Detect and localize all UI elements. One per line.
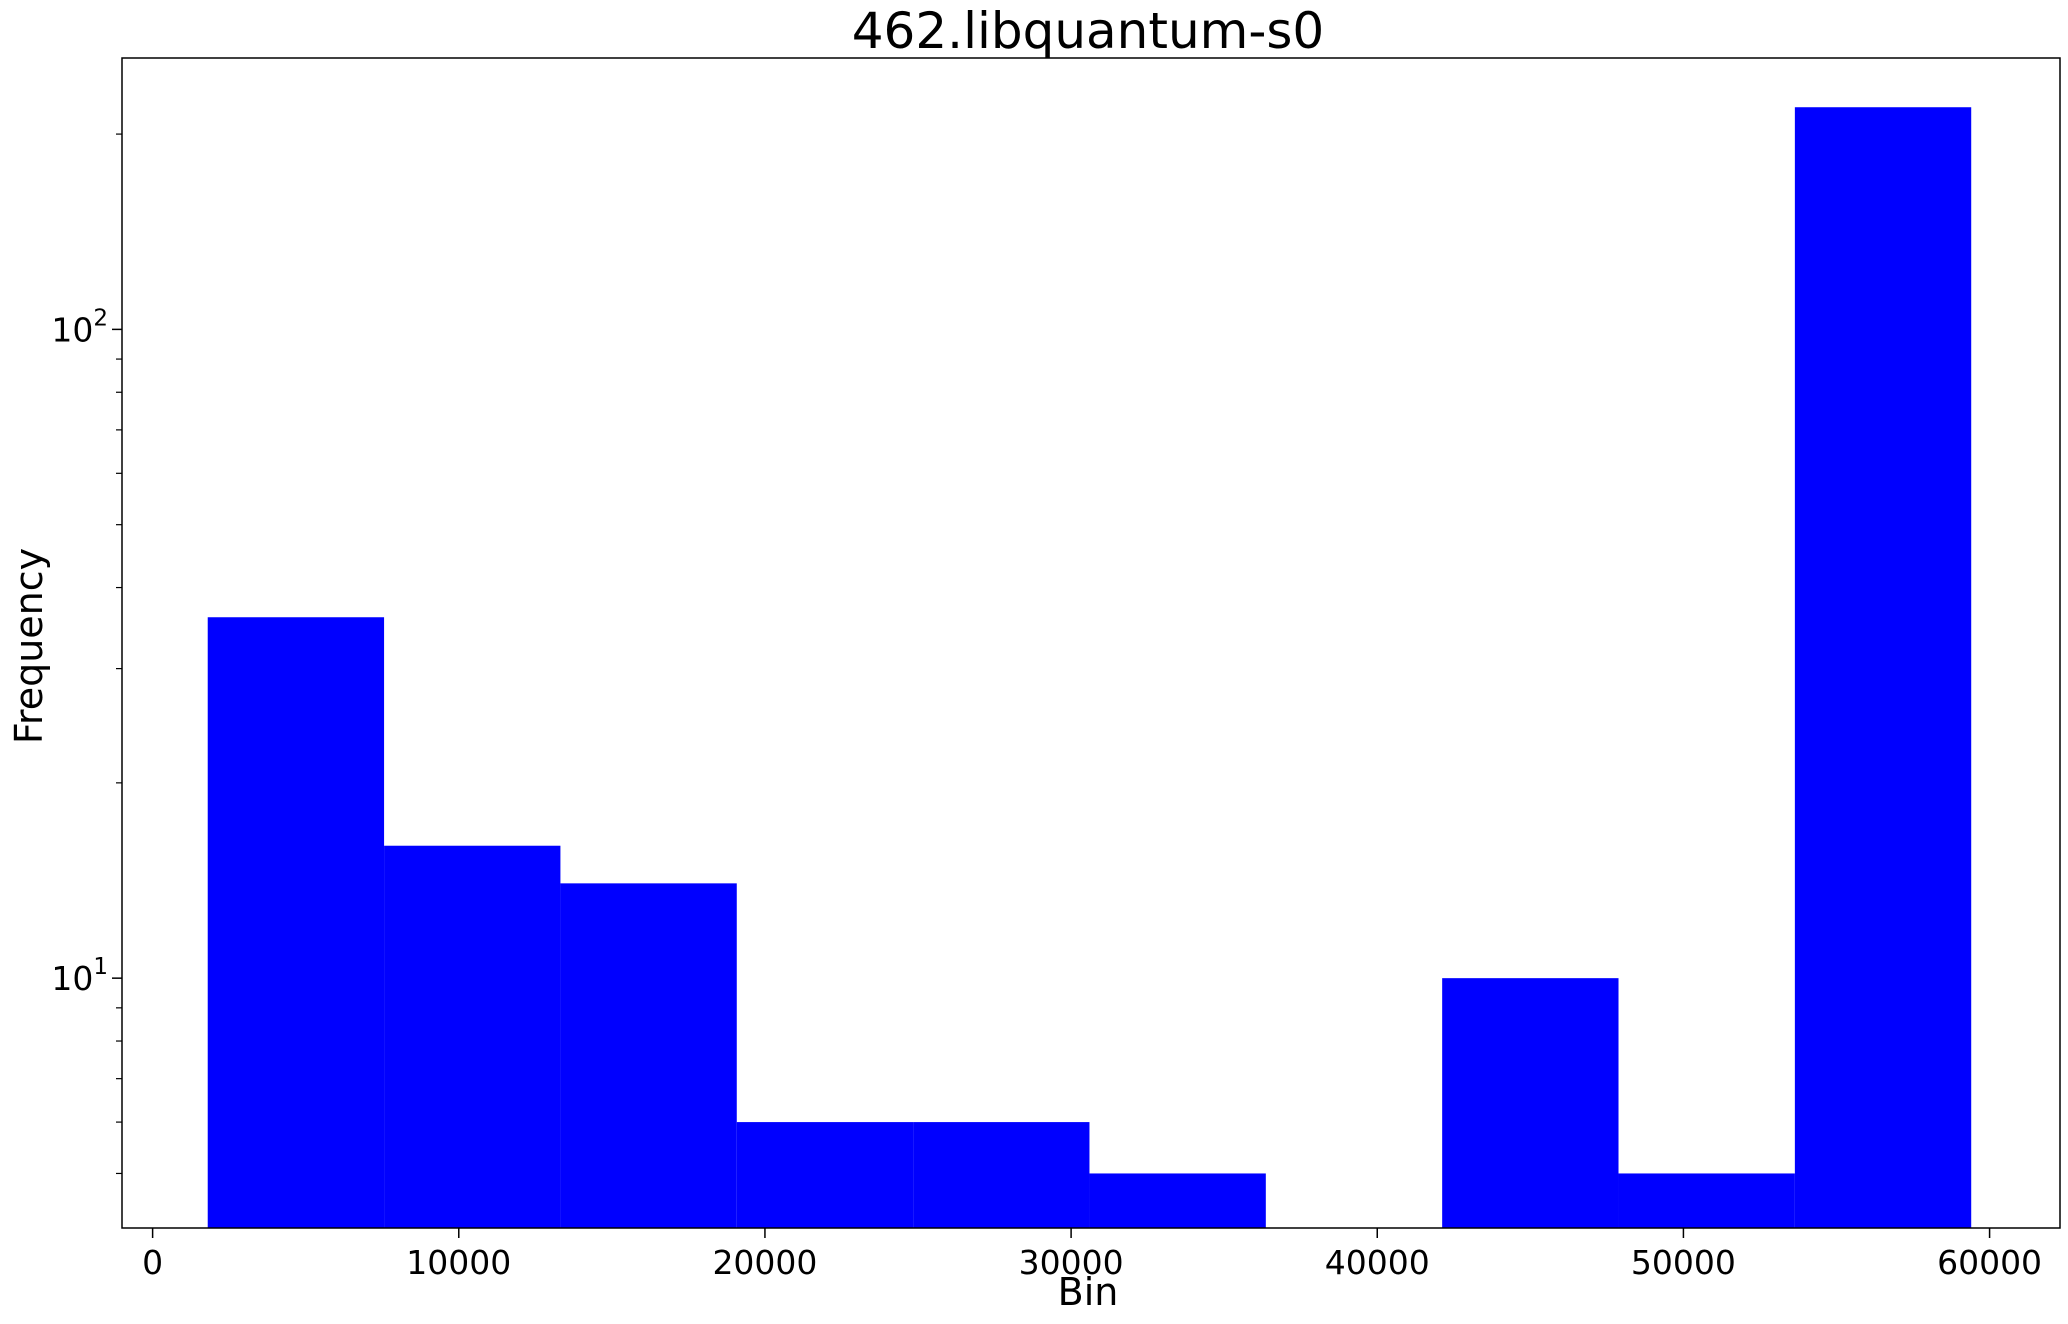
histogram-bar (207, 617, 385, 1228)
x-tick-label: 20000 (712, 1243, 817, 1282)
x-tick-label: 50000 (1631, 1243, 1736, 1282)
y-axis-label: Frequency (7, 548, 51, 744)
histogram-bar (1794, 107, 1972, 1228)
histogram-bar (1442, 978, 1619, 1228)
histogram-bars (207, 107, 1972, 1228)
histogram-bar (384, 845, 561, 1228)
x-tick-label: 40000 (1325, 1243, 1430, 1282)
y-tick-label: 101 (51, 954, 108, 998)
chart-title: 462.libquantum-s0 (852, 2, 1325, 60)
x-tick-label: 0 (142, 1243, 163, 1282)
x-tick-label: 30000 (1019, 1243, 1124, 1282)
y-axis-ticks: 101 102 (51, 133, 122, 1175)
x-axis-label: Bin (1058, 1270, 1119, 1314)
x-tick-label: 60000 (1937, 1243, 2042, 1282)
histogram-bar (1618, 1173, 1795, 1228)
x-tick-label: 10000 (406, 1243, 511, 1282)
histogram-bar (913, 1122, 1090, 1228)
y-tick-label: 102 (51, 305, 108, 349)
histogram-bar (560, 883, 737, 1228)
x-axis-ticks: 0 10000 20000 30000 40000 50000 60000 (142, 1228, 2042, 1282)
histogram-bar (1089, 1173, 1266, 1228)
plot-area-frame (121, 57, 2061, 1229)
histogram-bar (736, 1122, 914, 1228)
